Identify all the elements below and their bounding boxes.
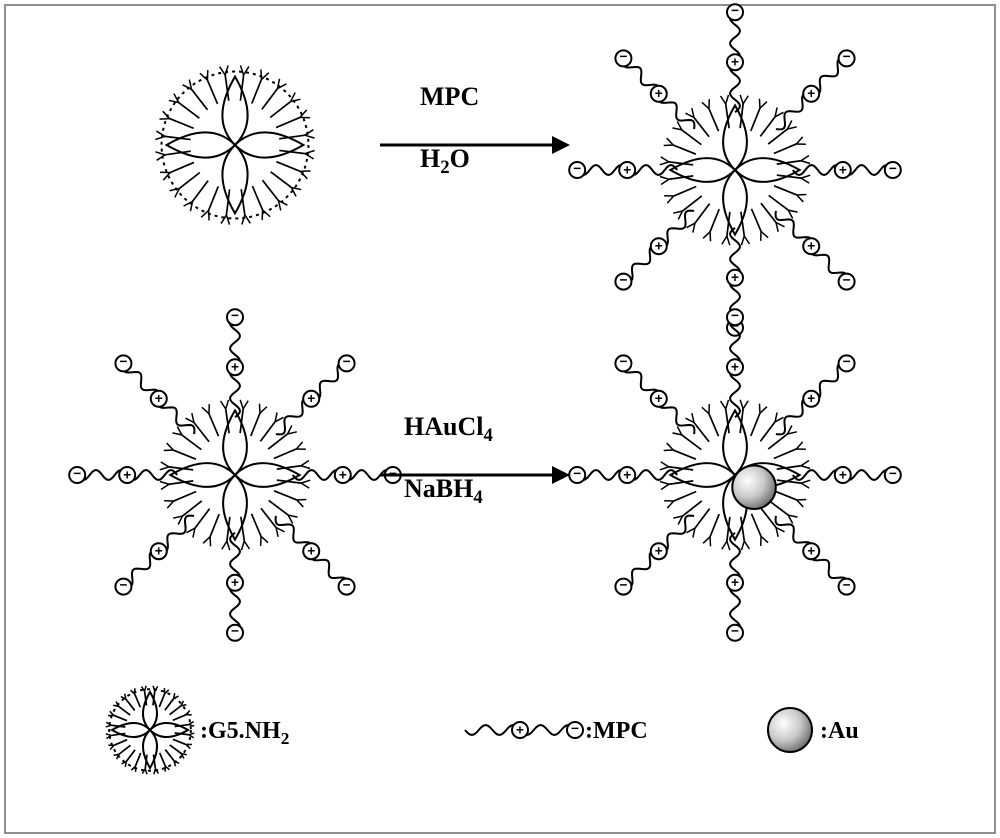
structure: + − + − + − + − + − + − + − + − (569, 3, 901, 336)
svg-text:−: − (231, 308, 239, 323)
reagent-nabh4: NaBH4 (404, 474, 483, 509)
svg-text:−: − (619, 272, 627, 287)
svg-text:+: + (655, 86, 663, 101)
svg-text:−: − (619, 49, 627, 64)
svg-text:+: + (623, 467, 631, 482)
svg-text:−: − (571, 721, 579, 736)
reaction-r1: + − + − + − + − + − + − + − + − (155, 3, 900, 336)
svg-text:−: − (343, 354, 351, 369)
legend-g5nh2-label: :G5.NH2 (200, 718, 289, 749)
svg-text:−: − (843, 272, 851, 287)
structure: + − + − + − + − + − + − + − + − (569, 308, 901, 641)
svg-text:+: + (807, 239, 815, 254)
svg-text:−: − (619, 577, 627, 592)
svg-text:+: + (155, 544, 163, 559)
svg-text:+: + (307, 544, 315, 559)
svg-text:−: − (343, 577, 351, 592)
svg-text:+: + (655, 239, 663, 254)
svg-text:+: + (231, 360, 239, 375)
svg-text:+: + (731, 360, 739, 375)
reagent-h2o: H2O (420, 144, 470, 179)
svg-text:−: − (889, 466, 897, 481)
svg-text:−: − (119, 354, 127, 369)
svg-text:−: − (843, 577, 851, 592)
reagent-haucl4: HAuCl4 (404, 412, 493, 447)
svg-text:+: + (839, 162, 847, 177)
svg-text:+: + (731, 270, 739, 285)
svg-text:−: − (619, 354, 627, 369)
svg-text:+: + (731, 575, 739, 590)
svg-text:+: + (623, 162, 631, 177)
svg-text:+: + (516, 722, 524, 737)
legend-au-label: :Au (820, 718, 859, 745)
svg-text:+: + (123, 467, 131, 482)
svg-text:+: + (839, 467, 847, 482)
svg-text:−: − (119, 577, 127, 592)
svg-text:+: + (807, 391, 815, 406)
svg-text:−: − (731, 3, 739, 18)
svg-text:+: + (155, 391, 163, 406)
svg-text:+: + (339, 467, 347, 482)
svg-text:−: − (573, 161, 581, 176)
svg-text:+: + (655, 544, 663, 559)
legend-mpc-label: :MPC (585, 718, 648, 745)
structure: + − + − + − + − + − + − + − + − (69, 308, 401, 641)
reaction-r2: + − + − + − + − + − + − + − + − + − + − + − + − + − + − + − + − (69, 308, 901, 641)
svg-text:−: − (843, 354, 851, 369)
svg-text:−: − (889, 161, 897, 176)
diagram-canvas: + − + − + − + − + − + − + − + − + − + − + − + − + − + − + − + − + − + − + − + −… (0, 0, 1000, 838)
svg-text:−: − (731, 624, 739, 639)
svg-text:−: − (731, 308, 739, 323)
svg-text:+: + (307, 391, 315, 406)
svg-text:−: − (843, 49, 851, 64)
svg-text:−: − (573, 466, 581, 481)
svg-text:+: + (231, 575, 239, 590)
svg-text:+: + (655, 391, 663, 406)
svg-text:+: + (731, 55, 739, 70)
svg-text:−: − (389, 466, 397, 481)
svg-text:+: + (807, 86, 815, 101)
svg-text:+: + (807, 544, 815, 559)
svg-text:−: − (73, 466, 81, 481)
structure (155, 65, 314, 224)
reagent-mpc: MPC (420, 82, 479, 112)
svg-text:−: − (231, 624, 239, 639)
